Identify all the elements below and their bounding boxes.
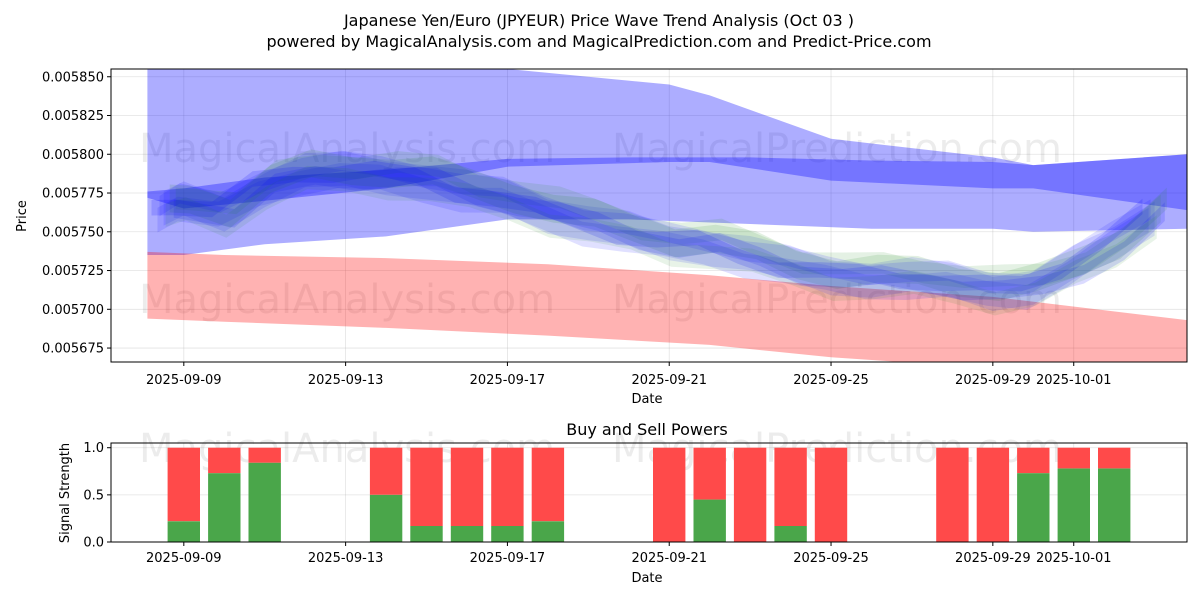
buy-sell-y-axis-label: Signal Strength <box>58 443 73 543</box>
watermark-text: MagicalAnalysis.com <box>139 126 555 172</box>
price-bands <box>147 69 1187 362</box>
buy-sell-y-ticks: 0.0 0.5 1.0 <box>83 441 111 551</box>
sell-power-bar <box>531 447 565 522</box>
sell-power-bar <box>733 447 767 542</box>
sell-power-bar <box>248 447 281 463</box>
sell-power-bar <box>450 447 484 526</box>
price-wave-ribbon <box>159 150 1151 295</box>
price-wave-ribbon <box>151 160 1143 292</box>
sell-power-bar <box>167 447 200 522</box>
buy-power-bar <box>410 526 443 542</box>
price-x-tick-label: 2025-09-09 <box>146 373 222 388</box>
buy-power-bar <box>450 526 484 542</box>
price-x-tick-label: 2025-09-21 <box>631 373 707 388</box>
price-y-tick-label: 0.005750 <box>42 225 104 240</box>
buy-power-bar <box>208 473 241 542</box>
mid-blue-band <box>147 154 1187 255</box>
price-y-tick-label: 0.005775 <box>42 187 104 202</box>
price-wave-ribbon <box>157 163 1149 310</box>
price-wave-chart: MagicalAnalysis.com MagicalPrediction.co… <box>15 68 1188 407</box>
watermark-text: MagicalAnalysis.com <box>139 277 555 323</box>
sell-power-bar <box>208 447 241 474</box>
sell-power-bar <box>491 447 524 526</box>
buy-power-bar <box>369 494 403 542</box>
buy-sell-x-tick-label: 2025-09-29 <box>955 551 1031 566</box>
buy-power-bar <box>774 526 807 542</box>
price-y-tick-label: 0.005725 <box>42 264 104 279</box>
buy-sell-plot-frame <box>110 442 1188 543</box>
price-x-tick-label: 2025-09-25 <box>793 373 869 388</box>
buy-sell-x-tick-label: 2025-09-17 <box>470 551 546 566</box>
buy-sell-y-tick-label: 0.5 <box>83 488 104 503</box>
price-plot-frame <box>110 68 1188 363</box>
price-x-axis-label: Date <box>631 392 662 407</box>
price-y-tick-label: 0.005825 <box>42 109 104 124</box>
buy-sell-y-tick-label: 0.0 <box>83 536 104 551</box>
price-watermarks: MagicalAnalysis.com MagicalPrediction.co… <box>139 126 1062 323</box>
buy-power-bar <box>491 526 524 542</box>
sell-power-bar <box>1017 447 1050 474</box>
buy-sell-x-axis-label: Date <box>631 571 662 586</box>
price-wave-ribbon <box>163 151 1155 312</box>
buy-sell-x-tick-label: 2025-09-13 <box>308 551 384 566</box>
sell-power-bar <box>369 447 403 495</box>
upper-blue-band <box>147 69 1187 211</box>
buy-sell-bars <box>167 447 1131 542</box>
price-x-tick-label: 2025-10-01 <box>1036 373 1112 388</box>
sell-power-bar <box>774 447 807 526</box>
buy-power-bar <box>1017 473 1050 542</box>
sell-power-bar <box>936 447 969 542</box>
sell-power-bar <box>976 447 1010 542</box>
buy-power-bar <box>531 521 565 542</box>
buy-sell-x-tick-label: 2025-09-21 <box>631 551 707 566</box>
price-y-ticks: 0.005675 0.005700 0.005725 0.005750 0.005775… <box>42 70 111 357</box>
buy-sell-x-tick-label: 2025-09-25 <box>793 551 869 566</box>
chart-title: Japanese Yen/Euro (JPYEUR) Price Wave Tr… <box>343 11 854 30</box>
chart-subtitle: powered by MagicalAnalysis.com and Magic… <box>266 32 931 51</box>
buy-sell-x-tick-label: 2025-10-01 <box>1036 551 1112 566</box>
buy-sell-x-tick-label: 2025-09-09 <box>146 551 222 566</box>
price-y-tick-label: 0.005800 <box>42 148 104 163</box>
buy-power-bar <box>167 521 200 542</box>
price-wave-ribbon <box>175 151 1167 288</box>
buy-power-bar <box>693 499 726 542</box>
price-y-tick-label: 0.005850 <box>42 70 104 85</box>
price-x-ticks: 2025-09-09 2025-09-13 2025-09-17 2025-09-21… <box>146 362 1112 388</box>
sell-power-bar <box>1098 447 1131 469</box>
red-band <box>147 251 1187 362</box>
sell-power-bar <box>1057 447 1090 469</box>
sell-power-bar <box>693 447 726 500</box>
price-y-axis-label: Price <box>15 200 30 232</box>
buy-sell-y-tick-label: 1.0 <box>83 441 104 456</box>
watermark-text: MagicalPrediction.com <box>612 126 1062 172</box>
price-wave-ribbon <box>169 149 1161 301</box>
price-x-tick-label: 2025-09-29 <box>955 373 1031 388</box>
buy-power-bar <box>1057 468 1090 542</box>
price-grid <box>111 69 1187 362</box>
buy-sell-title: Buy and Sell Powers <box>566 420 728 439</box>
buy-sell-x-ticks: 2025-09-09 2025-09-13 2025-09-17 2025-09-21… <box>146 542 1112 566</box>
watermark-text: MagicalPrediction.com <box>612 277 1062 323</box>
price-y-tick-label: 0.005700 <box>42 303 104 318</box>
price-wave-ribbon <box>165 165 1157 316</box>
sell-power-bar <box>653 447 686 542</box>
price-x-tick-label: 2025-09-13 <box>308 373 384 388</box>
sell-power-bar <box>410 447 443 526</box>
sell-power-bar <box>814 447 848 542</box>
price-x-tick-label: 2025-09-17 <box>470 373 546 388</box>
buy-power-bar <box>248 462 281 542</box>
price-waves <box>151 149 1167 316</box>
buy-power-bar <box>1098 468 1131 542</box>
buy-sell-chart: Buy and Sell Powers MagicalAnalysis.com … <box>58 420 1188 586</box>
price-y-tick-label: 0.005675 <box>42 342 104 357</box>
price-wave-ribbon <box>173 166 1165 301</box>
